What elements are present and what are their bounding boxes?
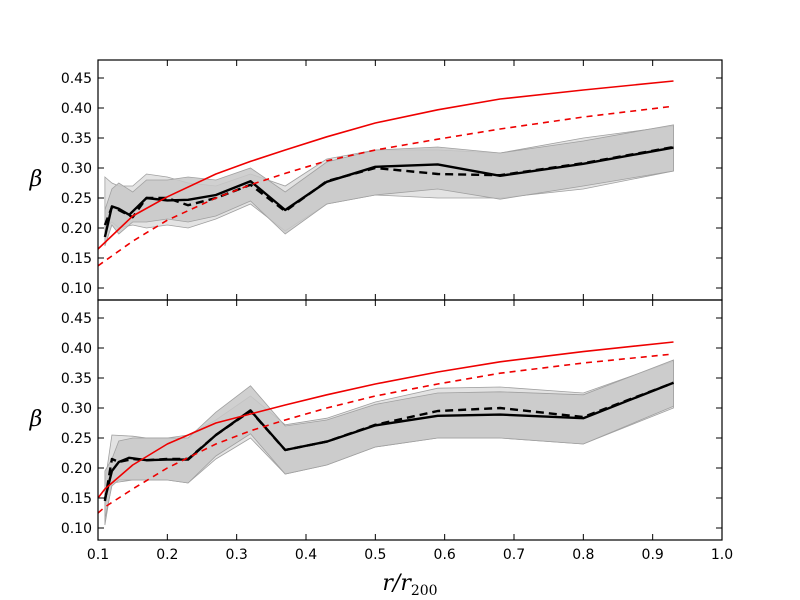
series-model-solid <box>98 341 674 499</box>
x-tick-label: 1.0 <box>711 547 733 563</box>
y-tick-label: 0.25 <box>61 431 92 447</box>
axes-frame <box>97 299 723 541</box>
x-tick-label: 0.7 <box>503 547 525 563</box>
y-tick-label: 0.45 <box>61 71 92 87</box>
y-tick-label: 0.40 <box>61 341 92 357</box>
panel-bottom: 0.10 0.15 0.20 0.25 0.30 0.35 0.40 0.45 0.1 0.2 0.… <box>29 299 733 563</box>
x-axis-title-subscript: 200 <box>411 583 438 599</box>
y-tick-label: 0.35 <box>61 371 92 387</box>
uncertainty-band-dark <box>104 359 674 520</box>
x-tick-label: 0.2 <box>156 547 178 563</box>
plot-area <box>98 341 674 526</box>
y-axis-title: β <box>29 407 43 432</box>
y-tick-label: 0.20 <box>61 461 92 477</box>
y-tick-label: 0.45 <box>61 311 92 327</box>
series-data-dashed <box>103 381 674 502</box>
y-tick-label: 0.20 <box>61 221 92 237</box>
uncertainty-band-dark <box>104 124 674 247</box>
series-model-dashed <box>98 353 674 514</box>
y-tick-label: 0.30 <box>61 161 92 177</box>
y-tick-label: 0.35 <box>61 131 92 147</box>
series-model-solid <box>98 80 674 250</box>
x-tick-label: 0.9 <box>642 547 664 563</box>
plot-area <box>98 80 674 267</box>
y-tick-label: 0.30 <box>61 401 92 417</box>
y-tick-label: 0.25 <box>61 191 92 207</box>
y-tick-label: 0.40 <box>61 101 92 117</box>
series-model-dashed <box>98 105 674 267</box>
y-tick-label: 0.15 <box>61 491 92 507</box>
x-tick-label: 0.8 <box>572 547 594 563</box>
y-tick-label: 0.10 <box>61 281 92 297</box>
x-axis-title-main: r/r <box>382 571 412 596</box>
x-tick-label: 0.3 <box>226 547 248 563</box>
x-tick-label: 0.4 <box>295 547 317 563</box>
x-axis-title: r/r200 <box>382 571 437 599</box>
x-tick-label: 0.5 <box>364 547 386 563</box>
x-tick-label: 0.6 <box>434 547 456 563</box>
y-axis-title: β <box>29 167 43 192</box>
y-tick-label: 0.15 <box>61 251 92 267</box>
x-tick-label: 0.1 <box>87 547 109 563</box>
y-tick-label: 0.10 <box>61 521 92 537</box>
panel-top: 0.10 0.15 0.20 0.25 0.30 0.35 0.40 0.45 β <box>29 59 723 301</box>
